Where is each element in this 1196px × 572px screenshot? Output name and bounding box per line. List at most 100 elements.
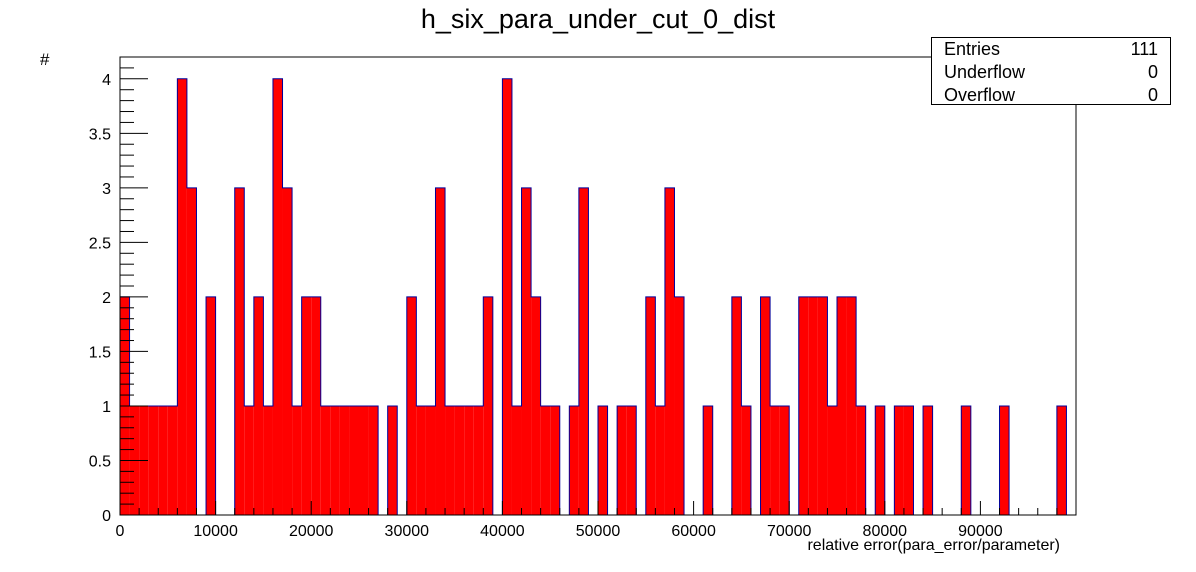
histogram-bar xyxy=(445,405,455,515)
x-tick-label: 70000 xyxy=(767,523,812,540)
histogram-bar xyxy=(177,78,187,516)
histogram-bar xyxy=(511,405,522,515)
histogram-bar xyxy=(617,405,627,515)
histogram-bar xyxy=(645,296,656,515)
histogram-bar xyxy=(923,405,933,515)
stats-underflow-row: Underflow 0 xyxy=(932,62,1170,85)
histogram-bar xyxy=(550,405,560,515)
histogram-bar xyxy=(425,405,436,515)
histogram-bar xyxy=(521,187,532,515)
histogram-bar xyxy=(186,187,197,515)
histogram-bar xyxy=(244,405,254,515)
histogram-bar xyxy=(502,78,512,516)
histogram-bar xyxy=(827,405,837,515)
stats-entries-label: Entries xyxy=(944,39,1001,59)
histogram-bar xyxy=(148,405,159,515)
stats-entries-value: 111 xyxy=(1130,39,1158,59)
y-tick-label: 1.5 xyxy=(89,344,111,361)
histogram-bar xyxy=(846,296,857,515)
histogram-bar xyxy=(483,296,493,515)
x-tick-label: 50000 xyxy=(576,523,621,540)
histogram-bar xyxy=(1056,405,1067,515)
x-tick-label: 0 xyxy=(116,523,125,540)
histogram-bar xyxy=(598,405,608,515)
chart-title: h_six_para_under_cut_0_dist xyxy=(420,4,776,34)
stats-overflow-row: Overflow 0 xyxy=(932,85,1170,108)
y-tick-label: 1 xyxy=(102,399,111,416)
x-tick-label: 90000 xyxy=(958,523,1003,540)
x-tick-label: 60000 xyxy=(671,523,716,540)
histogram-bar xyxy=(875,405,885,515)
histogram-bar xyxy=(263,405,273,515)
histogram-bar xyxy=(655,405,665,515)
histogram-bar xyxy=(234,187,245,515)
histogram-bar xyxy=(320,405,331,515)
histogram-bar xyxy=(808,296,818,515)
y-tick-label: 4 xyxy=(102,72,111,89)
histogram-bar xyxy=(206,296,216,515)
histogram-bar xyxy=(368,405,379,515)
histogram-bar xyxy=(292,405,302,515)
histogram-bar xyxy=(731,296,742,515)
histogram-bar xyxy=(158,405,168,515)
histogram-bar xyxy=(674,296,685,515)
histogram-bar xyxy=(464,405,474,515)
x-axis-label: relative error(para_error/parameter) xyxy=(807,537,1060,554)
histogram-bar xyxy=(569,405,579,515)
stats-overflow-value: 0 xyxy=(1147,85,1158,105)
histogram-bar xyxy=(770,405,780,515)
histogram-bar xyxy=(798,296,809,515)
histogram-bar xyxy=(339,405,350,515)
histogram-bar xyxy=(961,405,971,515)
x-tick-label: 30000 xyxy=(385,523,430,540)
histogram-bar xyxy=(167,405,178,515)
histogram-bar xyxy=(903,405,914,515)
histogram-bar xyxy=(359,405,369,515)
histogram-bar xyxy=(999,405,1010,515)
y-tick-label: 2.5 xyxy=(89,235,111,252)
histogram-bar xyxy=(837,296,847,515)
histogram-bar xyxy=(454,405,465,515)
histogram-bar xyxy=(406,296,417,515)
stats-underflow-label: Underflow xyxy=(944,62,1026,82)
x-tick-label: 10000 xyxy=(193,523,238,540)
histogram-bar xyxy=(311,296,321,515)
histogram-bar xyxy=(779,405,790,515)
histogram-bar xyxy=(664,187,675,515)
histogram-bar xyxy=(531,296,541,515)
histogram-bar xyxy=(760,296,771,515)
histogram-bar xyxy=(540,405,551,515)
histogram-bar xyxy=(253,296,264,515)
histogram-bar xyxy=(894,405,904,515)
x-tick-label: 40000 xyxy=(480,523,525,540)
histogram-bar xyxy=(817,296,828,515)
y-tick-label: 0 xyxy=(102,508,111,525)
y-tick-label: 2 xyxy=(102,290,111,307)
x-tick-label: 20000 xyxy=(289,523,334,540)
histogram-bar xyxy=(272,78,283,516)
y-tick-label: 0.5 xyxy=(89,453,111,470)
histogram-bar xyxy=(301,296,312,515)
histogram-bar xyxy=(578,187,589,515)
y-tick-label: 3.5 xyxy=(89,126,111,143)
y-axis-label: # xyxy=(40,50,50,69)
histogram-bar xyxy=(856,405,866,515)
histogram-bar xyxy=(473,405,484,515)
histogram-bar xyxy=(435,187,446,515)
stats-overflow-label: Overflow xyxy=(944,85,1016,105)
histogram-bar xyxy=(741,405,751,515)
histogram-bar xyxy=(387,405,398,515)
histogram-bar xyxy=(349,405,359,515)
stats-underflow-value: 0 xyxy=(1147,62,1158,82)
histogram-bar xyxy=(416,405,426,515)
y-axis-ticks: 0 0.5 1 1.5 2 2.5 3 3.5 4 xyxy=(89,56,148,525)
x-axis-ticks: 0 10000 20000 30000 40000 50000 60000 70000 8000… xyxy=(116,501,1058,540)
histogram-bars xyxy=(119,78,1067,516)
x-tick-label: 80000 xyxy=(863,523,908,540)
y-tick-label: 3 xyxy=(102,181,111,198)
stats-entries-row: Entries 111 xyxy=(932,39,1170,62)
histogram-bar xyxy=(703,405,713,515)
histogram-bar xyxy=(282,187,293,515)
histogram-bar xyxy=(330,405,340,515)
